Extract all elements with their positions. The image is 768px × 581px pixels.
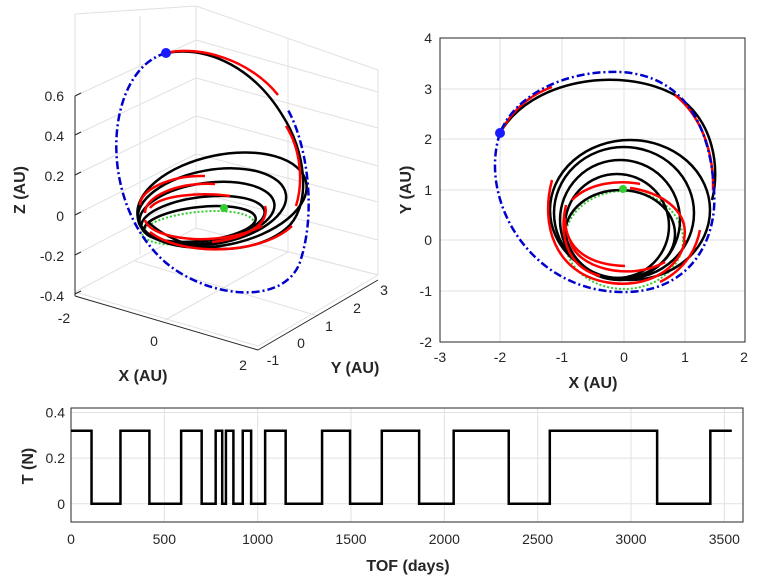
plot-area-xy xyxy=(439,37,746,343)
x-tick-label: 1000 xyxy=(242,531,273,547)
y-tick-label: 2 xyxy=(424,131,432,147)
x-tick-label: 3000 xyxy=(615,531,646,547)
arrival-point-3d xyxy=(161,48,171,58)
x-axis-label-xy: X (AU) xyxy=(569,375,618,392)
y-tick-label: 0.2 xyxy=(46,450,66,466)
y-tick-label: 4 xyxy=(424,30,432,46)
z-tick-label: 0.6 xyxy=(45,88,65,104)
x-axis-label-3d: X (AU) xyxy=(119,368,168,385)
grid-back-wall-yz xyxy=(74,5,197,293)
y-tick-label: 1 xyxy=(325,318,333,334)
x-tick-label: -2 xyxy=(494,349,507,365)
y-tick-label: 3 xyxy=(380,282,388,298)
x-tick-label: -2 xyxy=(58,310,71,326)
y-axis-label-xy: Y (AU) xyxy=(398,166,415,215)
y-tick-label: -1 xyxy=(420,283,433,299)
transfer-spiral-xy xyxy=(498,78,717,282)
panel-xy: -3 -2 -1 0 1 2 4 3 2 1 0 -1 -2 X (AU) Y … xyxy=(398,30,748,392)
target-orbit-xy xyxy=(493,70,716,294)
departure-point-xy xyxy=(619,185,627,193)
y-tick-label: 1 xyxy=(424,182,432,198)
x-axis-label-thrust: TOF (days) xyxy=(366,558,449,575)
z-tick-label: -0.2 xyxy=(40,248,64,264)
z-axis-label-3d: Z (AU) xyxy=(12,166,29,214)
y-tick-label: 2 xyxy=(353,300,361,316)
x-tick-label: 0 xyxy=(620,349,628,365)
x-tick-label: -3 xyxy=(434,349,447,365)
plot-area-thrust xyxy=(70,407,744,523)
y-tick-label: -2 xyxy=(420,334,433,350)
z-tick-label: 0.4 xyxy=(45,128,65,144)
x-tick-label: 3500 xyxy=(709,531,740,547)
panel-thrust: 0 500 1000 1500 2000 2500 3000 3500 0 0.2 0.4 TOF… xyxy=(20,405,744,575)
z-tick-label: 0.2 xyxy=(45,168,65,184)
x-tick-label: 2000 xyxy=(429,531,460,547)
z-tick-label: 0 xyxy=(56,208,64,224)
x-tick-label: 500 xyxy=(153,531,177,547)
x-tick-label: 0 xyxy=(67,531,75,547)
y-axis-label-thrust: T (N) xyxy=(20,448,37,484)
y-tick-label: 0 xyxy=(424,232,432,248)
thrust-arcs-3d xyxy=(138,49,302,251)
x-tick-label: 2500 xyxy=(522,531,553,547)
thrust-x-ticks: 0 500 1000 1500 2000 2500 3000 3500 xyxy=(67,531,740,547)
y-tick-label: 0 xyxy=(297,335,305,351)
axes-3d xyxy=(74,92,379,351)
x-tick-label: 1 xyxy=(681,349,689,365)
thrust-profile-line xyxy=(71,429,732,506)
y-tick-label: -1 xyxy=(267,352,280,368)
thrust-arcs-xy xyxy=(498,85,715,285)
grid-xy xyxy=(440,38,745,342)
x-tick-label: 1500 xyxy=(335,531,366,547)
z-tick-label: -0.4 xyxy=(40,288,64,304)
x-tick-label: -1 xyxy=(556,349,569,365)
y-axis-label-3d: Y (AU) xyxy=(331,360,380,377)
x-tick-label: 2 xyxy=(239,357,247,373)
z-ticks-3d xyxy=(74,92,82,295)
y-tick-label: 3 xyxy=(424,81,432,97)
target-orbit-3d xyxy=(115,51,310,294)
x-tick-label: 0 xyxy=(150,333,158,349)
panel-3d: 0.6 0.4 0.2 0 -0.2 -0.4 -2 0 2 -1 0 1 2 … xyxy=(12,5,388,385)
departure-point-3d xyxy=(220,204,228,212)
y-tick-label: 0 xyxy=(57,496,65,512)
y-tick-label: 0.4 xyxy=(46,405,66,421)
thrust-y-ticks: 0 0.2 0.4 xyxy=(46,405,66,512)
x-tick-label: 2 xyxy=(740,349,748,365)
arrival-point-xy xyxy=(495,128,505,138)
